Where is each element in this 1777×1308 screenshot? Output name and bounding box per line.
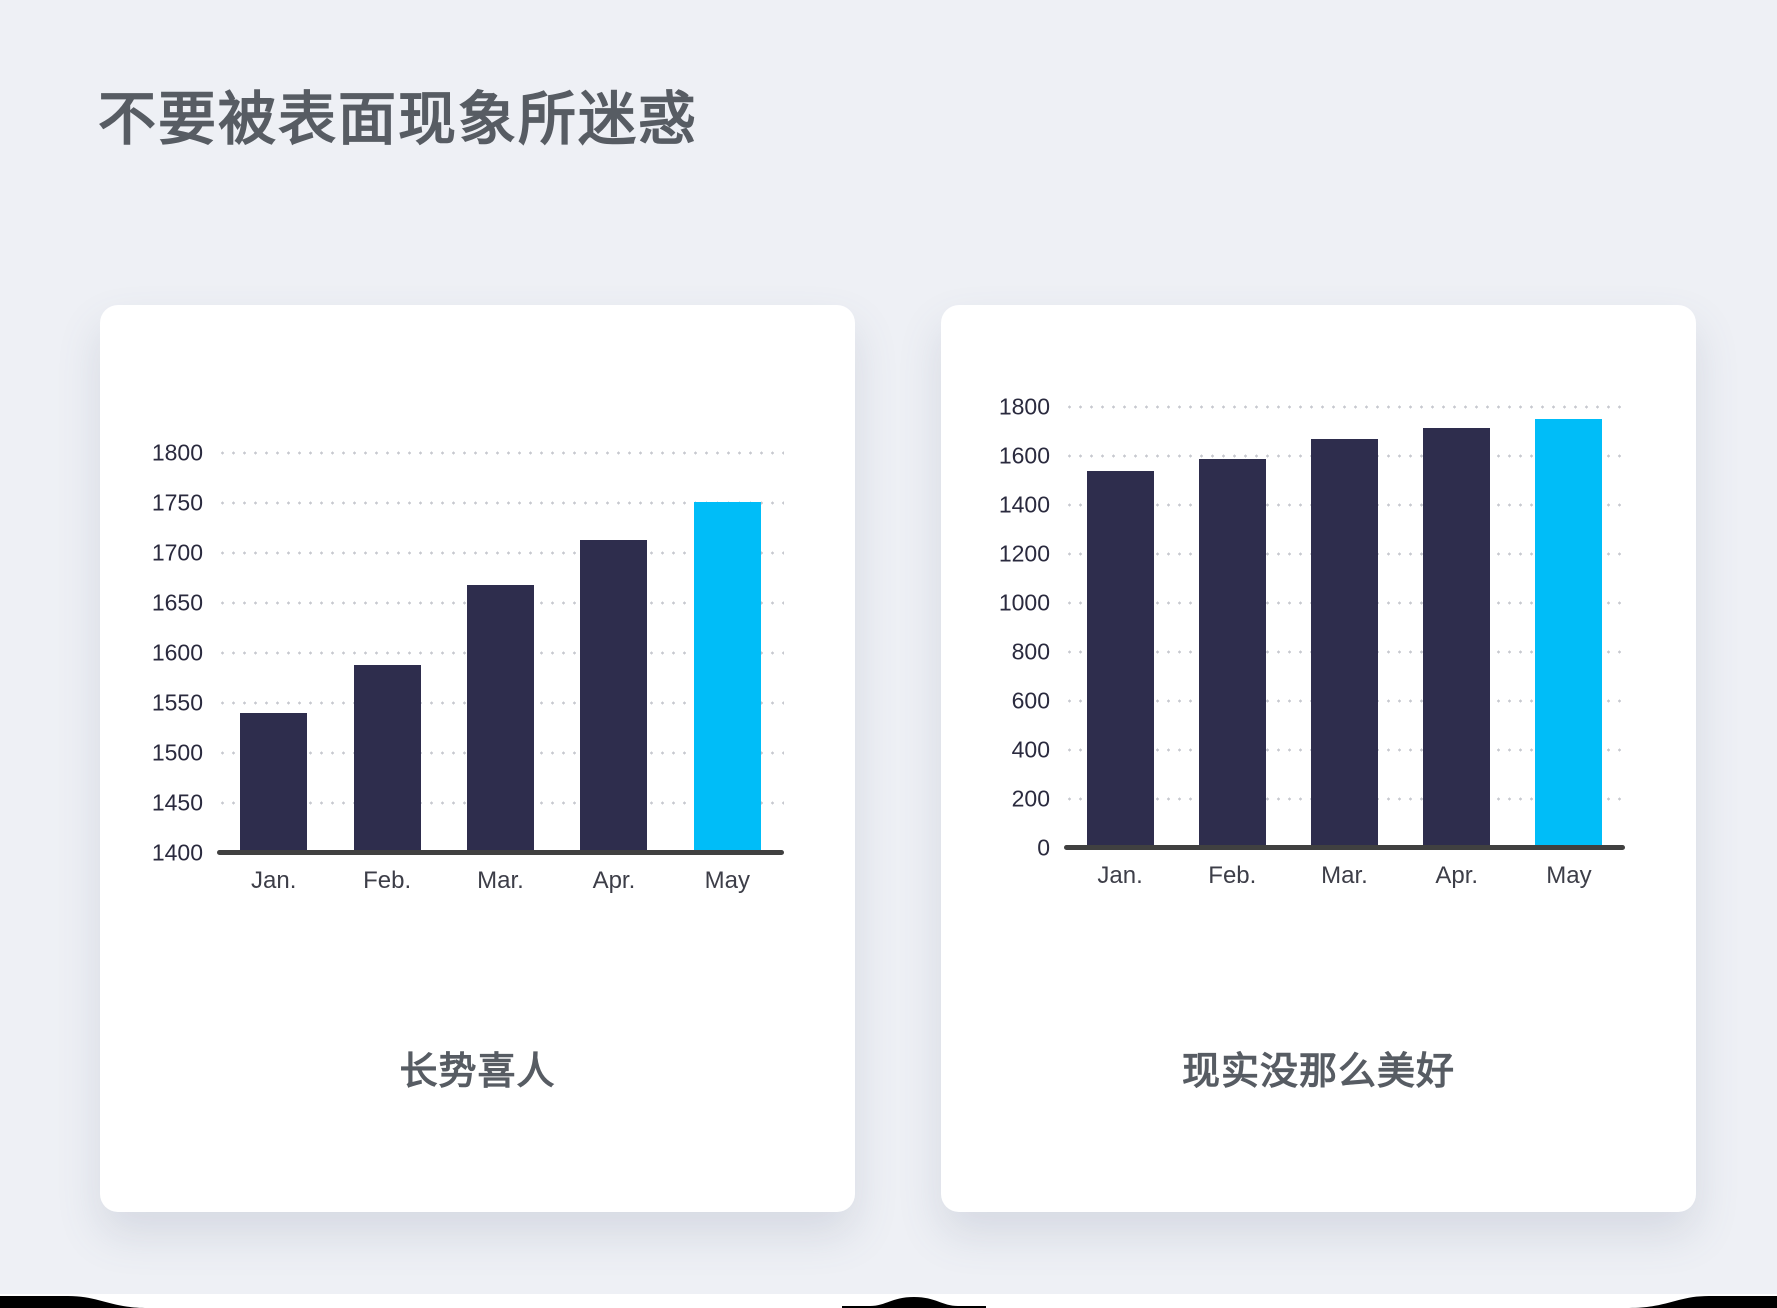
bar-chart-truncated-axis: 1400 1450 1500 1550 1600 1650 1700 1750 1800 Jan…	[152, 441, 784, 894]
y-axis-tick-label: 1750	[151, 489, 203, 516]
bar	[467, 585, 535, 853]
y-axis-tick-label: 1600	[998, 442, 1050, 469]
y-axis-tick-label: 0	[1037, 834, 1050, 861]
bar-chart-zero-axis: 0 200 400 600 800 1000 1200 1400 1600 1800 Jan. Fe…	[999, 395, 1625, 889]
chart-caption: 长势喜人	[399, 1051, 556, 1093]
x-axis-labels: Jan. Feb. Mar. Apr. May	[217, 867, 784, 895]
y-axis-tick-label: 1800	[151, 439, 203, 466]
y-axis-tick-label: 400	[1011, 736, 1050, 763]
y-axis-tick-label: 200	[1011, 785, 1050, 812]
bar-slot	[1288, 407, 1400, 848]
chart-caption: 现实没那么美好	[1181, 1051, 1455, 1093]
x-axis-tick-label: May	[1546, 862, 1592, 889]
bar-slot	[217, 453, 330, 853]
bar-slot	[1064, 407, 1176, 848]
bar-highlighted	[1535, 419, 1603, 848]
chart-card-right: 0 200 400 600 800 1000 1200 1400 1600 1800 Jan. Fe…	[941, 305, 1696, 1212]
y-axis-tick-label: 1800	[998, 393, 1050, 420]
x-axis-tick-label: Apr.	[1435, 862, 1479, 889]
gridline	[217, 501, 784, 505]
bar-highlighted	[693, 502, 761, 853]
bar	[1311, 439, 1378, 848]
x-axis-tick-label: Mar.	[477, 867, 524, 894]
bar	[353, 665, 421, 853]
bar-slot	[671, 453, 784, 853]
x-axis-tick-label: Feb.	[363, 867, 412, 894]
x-axis-baseline	[217, 850, 784, 855]
x-axis-baseline	[1064, 845, 1625, 850]
x-axis-tick-label: Feb.	[1208, 862, 1257, 889]
page-bottom-strip	[0, 1294, 1777, 1308]
bar-slot	[1176, 407, 1288, 848]
bar	[1086, 470, 1154, 848]
chart-card-left: 1400 1450 1500 1550 1600 1650 1700 1750 1800 Jan…	[100, 305, 855, 1212]
gridline	[217, 451, 784, 455]
bar	[1423, 428, 1491, 848]
y-axis-tick-label: 1650	[151, 589, 203, 616]
page-title: 不要被表面现象所迷惑	[98, 87, 699, 152]
y-axis-tick-label: 800	[1011, 638, 1050, 665]
y-axis-tick-label: 1550	[151, 689, 203, 716]
x-axis-tick-label: Jan.	[251, 867, 297, 894]
x-axis-tick-label: May	[704, 867, 750, 894]
torn-edge-decoration	[0, 1296, 1777, 1308]
y-axis-tick-label: 1200	[998, 540, 1050, 567]
bar-slot	[557, 453, 670, 853]
y-axis-tick-label: 1450	[151, 789, 203, 816]
bar-slot	[330, 453, 443, 853]
y-axis-tick-label: 1600	[151, 639, 203, 666]
y-axis-tick-label: 1000	[998, 589, 1050, 616]
y-axis-tick-label: 1700	[151, 539, 203, 566]
bar	[240, 713, 308, 853]
x-axis-tick-label: Mar.	[1321, 862, 1368, 889]
y-axis-tick-label: 600	[1011, 687, 1050, 714]
x-axis-tick-label: Jan.	[1097, 862, 1143, 889]
bars-layer	[1064, 407, 1625, 848]
y-axis-tick-label: 1400	[151, 839, 203, 866]
gridline	[1064, 405, 1625, 409]
bar-slot	[1513, 407, 1625, 848]
bar-slot	[1401, 407, 1513, 848]
x-axis-tick-label: Apr.	[592, 867, 636, 894]
y-axis-tick-label: 1500	[151, 739, 203, 766]
bar	[580, 540, 648, 853]
y-axis-tick-label: 1400	[998, 491, 1050, 518]
bar	[1198, 458, 1266, 848]
gridline	[217, 551, 784, 555]
x-axis-labels: Jan. Feb. Mar. Apr. May	[1064, 862, 1625, 890]
bars-layer	[217, 453, 784, 853]
bar-slot	[444, 453, 557, 853]
